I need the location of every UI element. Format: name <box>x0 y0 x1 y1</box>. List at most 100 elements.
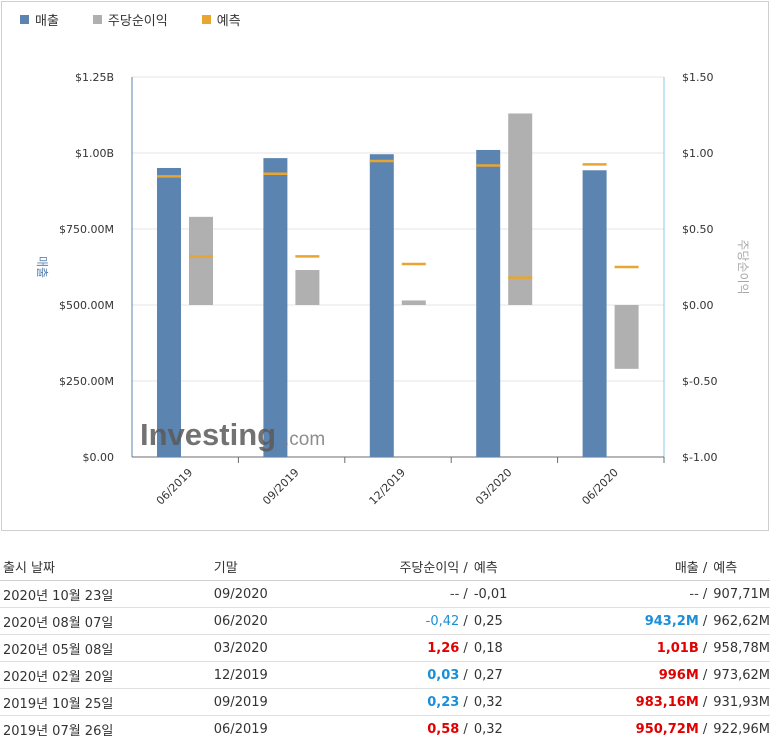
cell-date: 2020년 05월 08일 <box>0 634 214 662</box>
x-tick-label: 06/2020 <box>579 466 621 508</box>
cell-revenue-forecast: 958,78M <box>707 634 770 662</box>
eps-value: -0,42 <box>425 613 460 629</box>
legend-item-eps[interactable]: 주당순이익 <box>92 10 168 29</box>
cell-revenue: 983,16M / <box>568 688 708 716</box>
investing-watermark: Investing <box>140 417 276 452</box>
header-revenue-forecast[interactable]: 예측 <box>707 553 770 581</box>
eps-value: -- <box>449 586 460 602</box>
cell-revenue-forecast: 931,93M <box>707 688 770 716</box>
table-body: 2020년 10월 23일 09/2020 -- / -0,01 -- / 907,71M… <box>0 580 770 742</box>
date-text: 2020년 10월 23일 <box>3 588 114 604</box>
cell-period: 12/2019 <box>213 661 341 689</box>
eps-separator: / <box>459 721 468 737</box>
header-date[interactable]: 출시 날짜 <box>0 553 214 581</box>
cell-date: 2019년 07월 26일 <box>0 715 214 742</box>
cell-revenue-forecast: 973,62M <box>707 661 770 689</box>
revenue-forecast-value: 907,71M <box>713 586 770 602</box>
cell-eps: -0,42 / <box>340 607 468 635</box>
date-text: 2019년 10월 25일 <box>3 696 114 712</box>
table-row: 2020년 05월 08일 03/2020 1,26 / 0,18 1,01B / 958… <box>0 634 770 662</box>
cell-eps-forecast: 0,32 <box>467 715 569 742</box>
revenue-forecast-value: 922,96M <box>713 721 770 737</box>
revenue-bar <box>369 154 394 457</box>
right-tick-label: $-1.00 <box>682 451 717 464</box>
eps-value: 0,03 <box>427 667 460 683</box>
revenue-value: -- <box>689 586 699 602</box>
cell-date: 2020년 10월 23일 <box>0 580 214 608</box>
cell-revenue-forecast: 907,71M <box>707 580 770 608</box>
legend-item-revenue[interactable]: 매출 <box>20 10 59 29</box>
header-revenue-sep: / <box>702 561 708 576</box>
cell-date: 2020년 02월 20일 <box>0 661 214 689</box>
chart-plot: $0.00 $250.00M $500.00M $750.00M $1.00B $1.25… <box>35 71 750 508</box>
cell-revenue: 950,72M / <box>568 715 708 742</box>
period-text: 09/2019 <box>213 694 268 710</box>
earnings-table: 출시 날짜 기말 주당순이익 / 예측 매출 / 예측 2020년 10월 23… <box>0 553 770 742</box>
header-eps[interactable]: 주당순이익 / <box>340 553 468 581</box>
revenue-value: 983,16M <box>635 694 699 710</box>
cell-eps: 0,03 / <box>340 661 468 689</box>
table-header-row: 출시 날짜 기말 주당순이익 / 예측 매출 / 예측 <box>0 553 770 581</box>
cell-period: 06/2020 <box>213 607 341 635</box>
cell-period: 03/2020 <box>213 634 341 662</box>
cell-eps-forecast: 0,18 <box>467 634 569 662</box>
cell-eps-forecast: 0,32 <box>467 688 569 716</box>
eps-forecast-value: 0,25 <box>473 613 503 629</box>
eps-value: 0,23 <box>427 694 460 710</box>
period-text: 03/2020 <box>213 640 268 656</box>
period-text: 06/2019 <box>213 721 268 737</box>
revenue-bar <box>263 158 288 457</box>
period-text: 12/2019 <box>213 667 268 683</box>
eps-bar <box>295 270 320 305</box>
cell-date: 2020년 08월 07일 <box>0 607 214 635</box>
eps-value: 1,26 <box>427 640 460 656</box>
revenue-separator: / <box>698 586 708 602</box>
x-tick-label: 06/2019 <box>154 466 196 508</box>
eps-separator: / <box>459 667 468 683</box>
right-tick-label: $0.00 <box>682 299 714 312</box>
revenue-bar <box>157 167 181 457</box>
revenue-value: 943,2M <box>644 613 699 629</box>
eps-bar <box>401 300 426 305</box>
eps-forecast-value: 0,27 <box>473 667 503 683</box>
investing-watermark-suffix: .com <box>284 429 325 450</box>
table-row: 2019년 10월 25일 09/2019 0,23 /0,32 983,16M /9… <box>0 688 770 716</box>
cell-revenue: -- / <box>568 580 708 608</box>
table-row: 2020년 08월 07일 06/2020 -0,42 /0,25 943,2M /9… <box>0 607 770 635</box>
eps-separator: / <box>459 613 468 629</box>
table-row: 2020년 10월 23일 09/2020 -- / -0,01 -- / 907,71M <box>0 580 770 608</box>
right-axis-title: 주당순이익 <box>736 239 750 294</box>
legend-swatch-forecast <box>201 15 211 24</box>
chart-panel: 매출 주당순이익 예측 $0.00 $250.00M $500.00M $750.00… <box>1 1 769 531</box>
legend-item-forecast[interactable]: 예측 <box>201 10 241 29</box>
chart-legend: 매출 주당순이익 예측 <box>20 10 241 29</box>
cell-period: 09/2019 <box>213 688 341 716</box>
cell-revenue-forecast: 922,96M <box>707 715 770 742</box>
eps-forecast-value: -0,01 <box>473 586 508 602</box>
legend-swatch-eps <box>92 15 102 24</box>
cell-eps-forecast: -0,01 <box>467 580 569 608</box>
table-row: 2020년 02월 20일 12/2019 0,03 / 0,27 996M / 973,… <box>0 661 770 689</box>
revenue-forecast-value: 931,93M <box>713 694 770 710</box>
cell-eps-forecast: 0,25 <box>467 607 569 635</box>
legend-label-eps: 주당순이익 <box>107 14 168 29</box>
cell-eps: 1,26 / <box>340 634 468 662</box>
eps-bar <box>614 305 639 369</box>
header-eps-sep: / <box>463 561 468 576</box>
eps-value: 0,58 <box>427 721 460 737</box>
cell-eps: 0,58 / <box>340 715 468 742</box>
revenue-value: 996M <box>658 667 699 683</box>
period-text: 06/2020 <box>213 613 268 629</box>
left-axis-title: 매출 <box>35 256 49 278</box>
left-tick-label: $250.00M <box>59 375 114 388</box>
header-revenue[interactable]: 매출 / <box>568 553 708 581</box>
x-tick-label: 12/2019 <box>367 466 409 508</box>
revenue-separator: / <box>698 694 708 710</box>
header-eps-forecast[interactable]: 예측 <box>467 553 569 581</box>
revenue-value: 950,72M <box>635 721 699 737</box>
x-tick-label: 09/2019 <box>260 466 302 508</box>
header-period[interactable]: 기말 <box>213 553 341 581</box>
right-tick-label: $0.50 <box>682 223 714 236</box>
eps-separator: / <box>459 694 468 710</box>
right-tick-label: $1.50 <box>682 71 714 84</box>
